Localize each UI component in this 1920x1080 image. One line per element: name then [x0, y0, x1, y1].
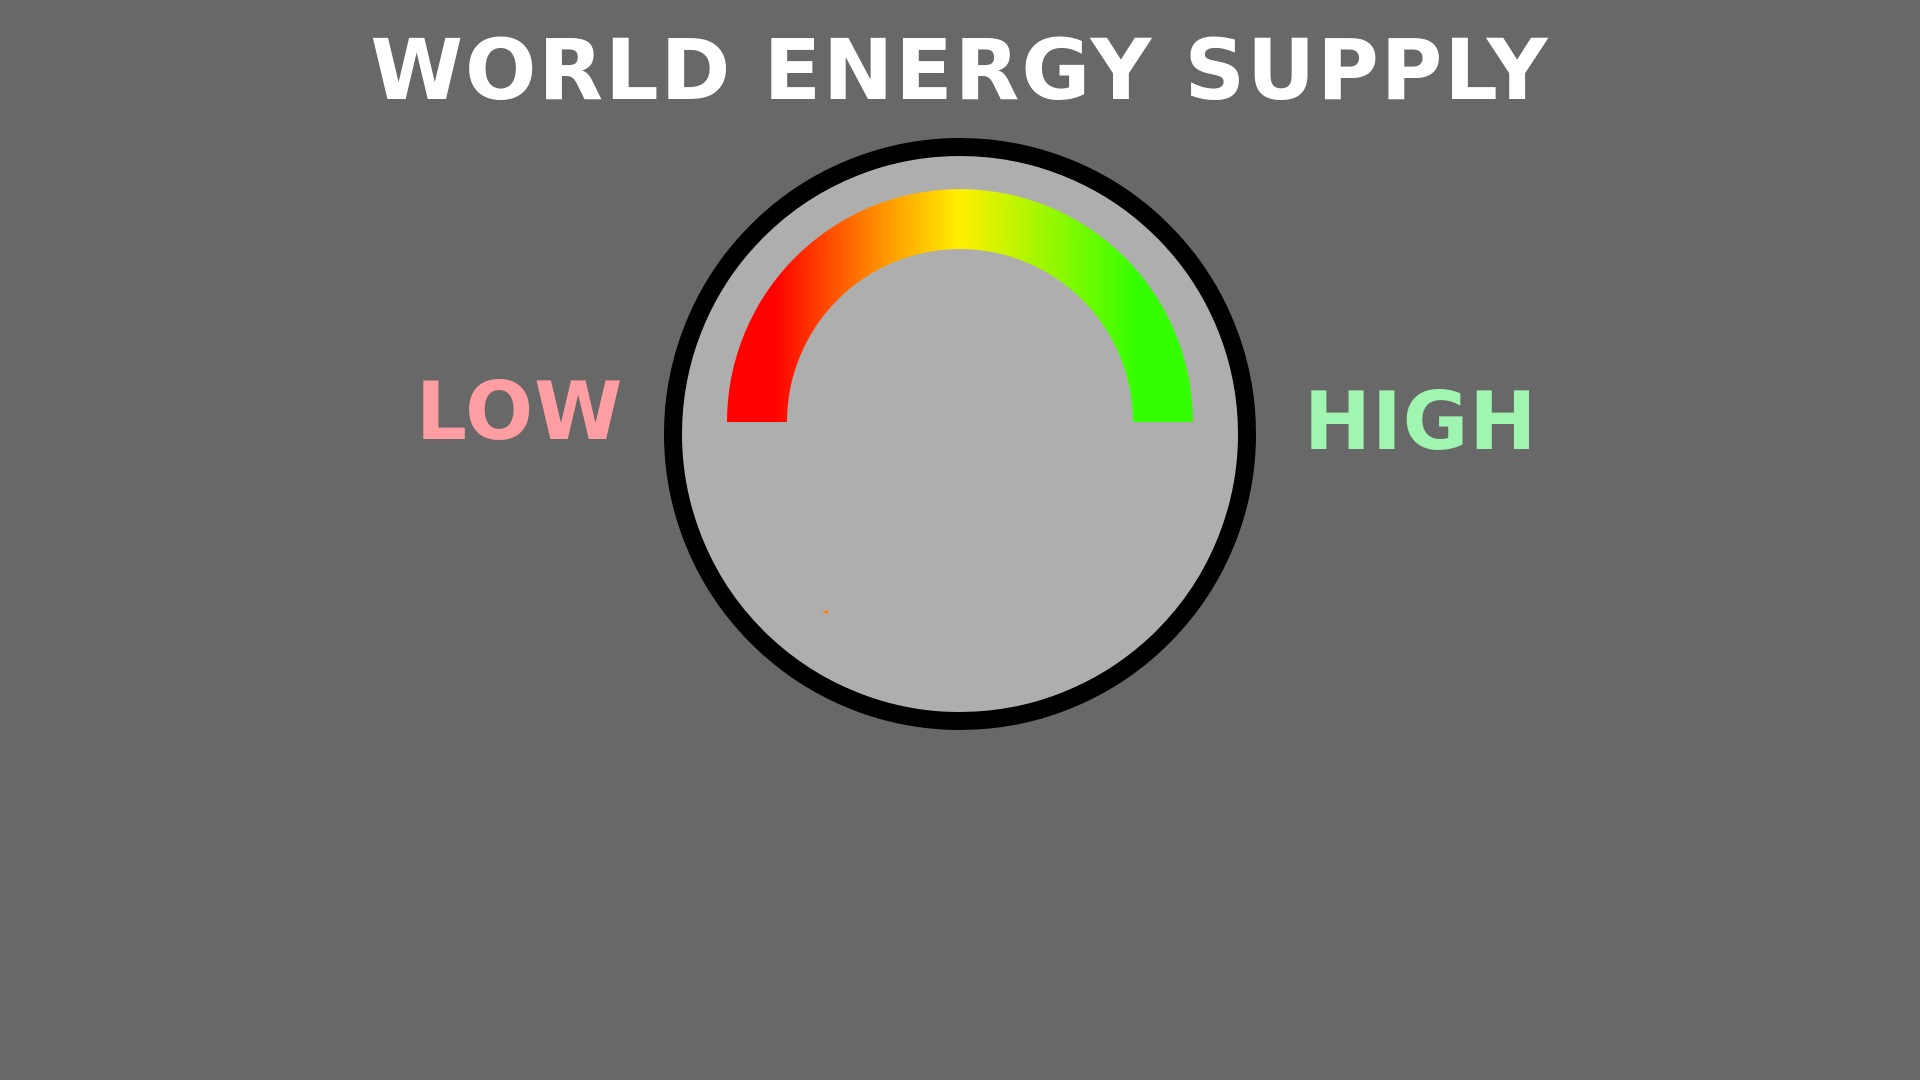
energy-gauge [664, 138, 1256, 730]
low-label: LOW [416, 365, 624, 458]
gauge-needle [822, 610, 828, 614]
high-label: HIGH [1304, 375, 1538, 468]
gauge-color-arc [727, 189, 1193, 422]
page-title: WORLD ENERGY SUPPLY [370, 21, 1550, 119]
